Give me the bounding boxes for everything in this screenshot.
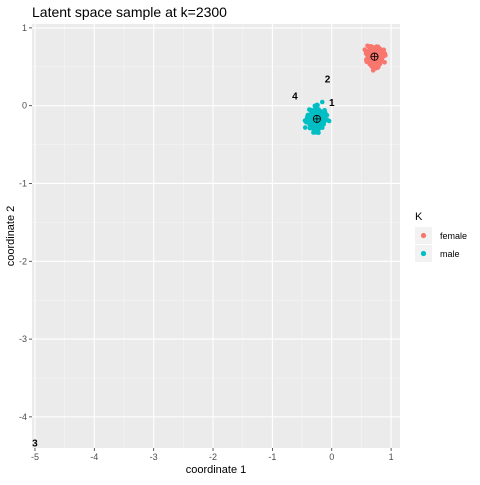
legend-entry-male: male [415,245,460,262]
female-point [368,59,373,65]
plot-panel [32,24,400,448]
male-point [310,125,315,131]
annotation-label-4: 4 [292,92,298,103]
y-axis-label: coordinate 2 [5,206,17,267]
male-point [309,111,315,116]
annotation-label-2: 2 [325,74,331,85]
x-tick-label: -3 [150,452,158,462]
female-point [382,51,388,56]
legend-label-female: female [440,231,467,241]
male-point [316,130,321,136]
male-point [320,118,326,123]
y-tick-label: -4 [19,412,27,422]
female-point [374,60,380,66]
y-tick-label: 0 [22,101,27,111]
female-point [374,64,380,70]
minor-gridlines [32,24,400,448]
female-point [368,43,373,49]
x-tick-label: -2 [209,452,217,462]
male-point [323,113,329,118]
male-point [307,107,312,112]
centroid-markers [312,52,379,123]
legend-key-female [420,232,427,239]
x-tick-label: -4 [90,452,98,462]
male-point [317,124,323,130]
major-gridlines [32,24,400,448]
male-point [326,118,332,124]
legend: K female male [415,211,467,262]
female-point [372,47,378,52]
male-point [310,114,316,120]
male-point [319,99,325,105]
x-axis-label: coordinate 1 [186,464,247,476]
annotation-label-1: 1 [329,98,335,109]
female-point [363,50,369,56]
x-tick-label: 0 [329,452,334,462]
y-tick-label: 1 [22,23,27,33]
y-tick-label: -1 [19,178,27,188]
legend-key-male [420,250,427,257]
male-point [316,109,321,115]
x-tick-label: -1 [268,452,276,462]
legend-title: K [415,211,423,223]
annotation-label-3: 3 [32,439,38,450]
legend-entry-female: female [415,227,467,244]
y-axis-ticks: 1 0 -1 -2 -3 -4 [19,23,32,422]
male-point [302,125,308,130]
female-point [377,51,383,57]
male-point [314,102,320,108]
legend-label-male: male [440,249,460,259]
male-point [311,121,317,127]
x-tick-label: 1 [389,452,394,462]
x-tick-label: -5 [31,452,39,462]
chart-title: Latent space sample at k=2300 [32,4,227,20]
y-tick-label: -2 [19,256,27,266]
x-axis-ticks: -5 -4 -3 -2 -1 0 1 [31,448,394,462]
point-annotations: 1 2 4 3 [32,74,335,449]
male-point [307,122,312,127]
y-tick-label: -3 [19,334,27,344]
